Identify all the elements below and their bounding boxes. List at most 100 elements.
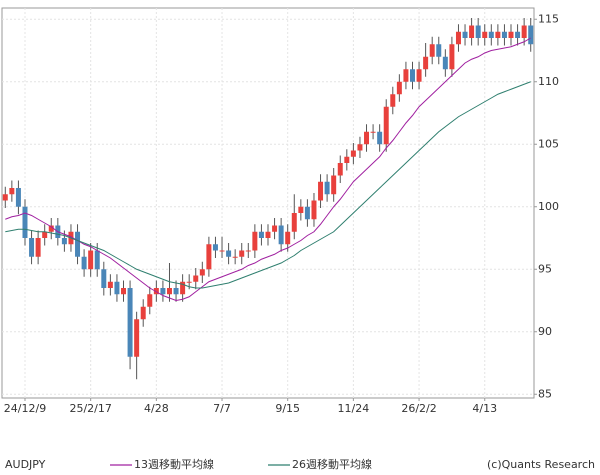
candle-body bbox=[462, 31, 468, 38]
candle-body bbox=[252, 231, 258, 251]
candle-body bbox=[153, 288, 159, 295]
candle-body bbox=[101, 269, 107, 288]
candle-body bbox=[442, 56, 448, 70]
candle-body bbox=[173, 288, 179, 295]
candle-body bbox=[488, 31, 494, 38]
candle-body bbox=[469, 25, 475, 38]
candle-body bbox=[61, 238, 67, 245]
candle-body bbox=[482, 31, 488, 38]
candle-body bbox=[107, 281, 113, 288]
candle-body bbox=[140, 306, 146, 320]
candle-body bbox=[186, 281, 192, 283]
x-tick-label: 4/28 bbox=[144, 402, 169, 415]
candle-body bbox=[272, 225, 278, 232]
candle-body bbox=[94, 250, 100, 270]
candle-body bbox=[455, 31, 461, 45]
x-tick-label: 11/24 bbox=[338, 402, 370, 415]
symbol-label: AUDJPY bbox=[5, 458, 46, 471]
candle-body bbox=[166, 288, 172, 295]
candle-body bbox=[409, 69, 415, 82]
candle-body bbox=[396, 81, 402, 95]
candle-body bbox=[449, 44, 455, 70]
candle-body bbox=[206, 244, 212, 270]
candle-body bbox=[48, 225, 54, 232]
candle-body bbox=[239, 250, 245, 257]
moving-average-line bbox=[5, 81, 531, 289]
x-tick-label: 9/15 bbox=[275, 402, 300, 415]
candle-body bbox=[258, 231, 264, 238]
candle-body bbox=[370, 131, 376, 133]
candle-body bbox=[160, 288, 166, 295]
candle-body bbox=[495, 31, 501, 38]
candle-body bbox=[219, 250, 225, 252]
candle-body bbox=[364, 131, 370, 145]
candle-body bbox=[9, 188, 15, 195]
candle-body bbox=[521, 25, 527, 38]
candle-body bbox=[475, 25, 481, 38]
candle-body bbox=[528, 25, 534, 45]
source-label: (c)Quants Research bbox=[487, 458, 595, 471]
x-tick-label: 26/2/2 bbox=[401, 402, 436, 415]
candle-body bbox=[423, 56, 429, 70]
candle-body bbox=[278, 225, 284, 245]
candle-body bbox=[75, 231, 81, 257]
candle-body bbox=[127, 288, 133, 357]
candle-body bbox=[147, 294, 153, 307]
candle-body bbox=[22, 206, 28, 238]
candle-body bbox=[337, 163, 343, 176]
candle-body bbox=[193, 275, 199, 282]
candle-body bbox=[15, 188, 21, 207]
candle-body bbox=[285, 231, 291, 245]
candle-body bbox=[515, 31, 521, 38]
legend-label: 26週移動平均線 bbox=[292, 457, 372, 471]
candle-body bbox=[304, 206, 310, 220]
candle-body bbox=[199, 269, 205, 276]
candle-body bbox=[265, 231, 271, 238]
y-tick-label: 85 bbox=[538, 387, 552, 400]
candle-body bbox=[501, 31, 507, 38]
candle-body bbox=[35, 238, 41, 257]
candle-body bbox=[121, 288, 127, 295]
candle-body bbox=[390, 94, 396, 107]
candle-body bbox=[226, 250, 232, 257]
y-tick-label: 110 bbox=[538, 75, 559, 88]
candle-body bbox=[291, 213, 297, 232]
candle-body bbox=[134, 319, 140, 357]
candle-body bbox=[114, 281, 120, 295]
y-tick-label: 95 bbox=[538, 262, 552, 275]
candle-body bbox=[180, 281, 186, 295]
candle-body bbox=[436, 44, 442, 57]
x-tick-label: 25/2/17 bbox=[69, 402, 111, 415]
candle-body bbox=[350, 150, 356, 157]
candle-body bbox=[88, 250, 94, 270]
x-tick-label: 7/7 bbox=[213, 402, 231, 415]
candle-body bbox=[29, 238, 35, 257]
candle-body bbox=[318, 181, 324, 201]
candle-body bbox=[324, 181, 330, 195]
y-tick-label: 90 bbox=[538, 325, 552, 338]
candle-body bbox=[429, 44, 435, 57]
moving-average-line bbox=[5, 37, 531, 302]
candle-body bbox=[212, 244, 218, 251]
candle-body bbox=[245, 250, 251, 252]
plot-frame bbox=[1, 7, 535, 399]
y-tick-label: 105 bbox=[538, 137, 559, 150]
candle-body bbox=[81, 256, 87, 270]
x-tick-label: 4/13 bbox=[472, 402, 497, 415]
candle-body bbox=[2, 194, 8, 201]
candle-body bbox=[416, 69, 422, 82]
candle-body bbox=[403, 69, 409, 82]
candle-body bbox=[508, 31, 514, 38]
candle-body bbox=[298, 206, 304, 213]
candle-body bbox=[331, 175, 337, 195]
y-tick-label: 100 bbox=[538, 200, 559, 213]
candle-body bbox=[232, 256, 238, 258]
candle-body bbox=[311, 200, 317, 220]
candle-body bbox=[383, 106, 389, 145]
y-tick-label: 115 bbox=[538, 12, 559, 25]
candle-body bbox=[42, 231, 48, 238]
candle-body bbox=[357, 144, 363, 151]
x-tick-label: 24/12/9 bbox=[4, 402, 46, 415]
legend-label: 13週移動平均線 bbox=[134, 457, 214, 471]
